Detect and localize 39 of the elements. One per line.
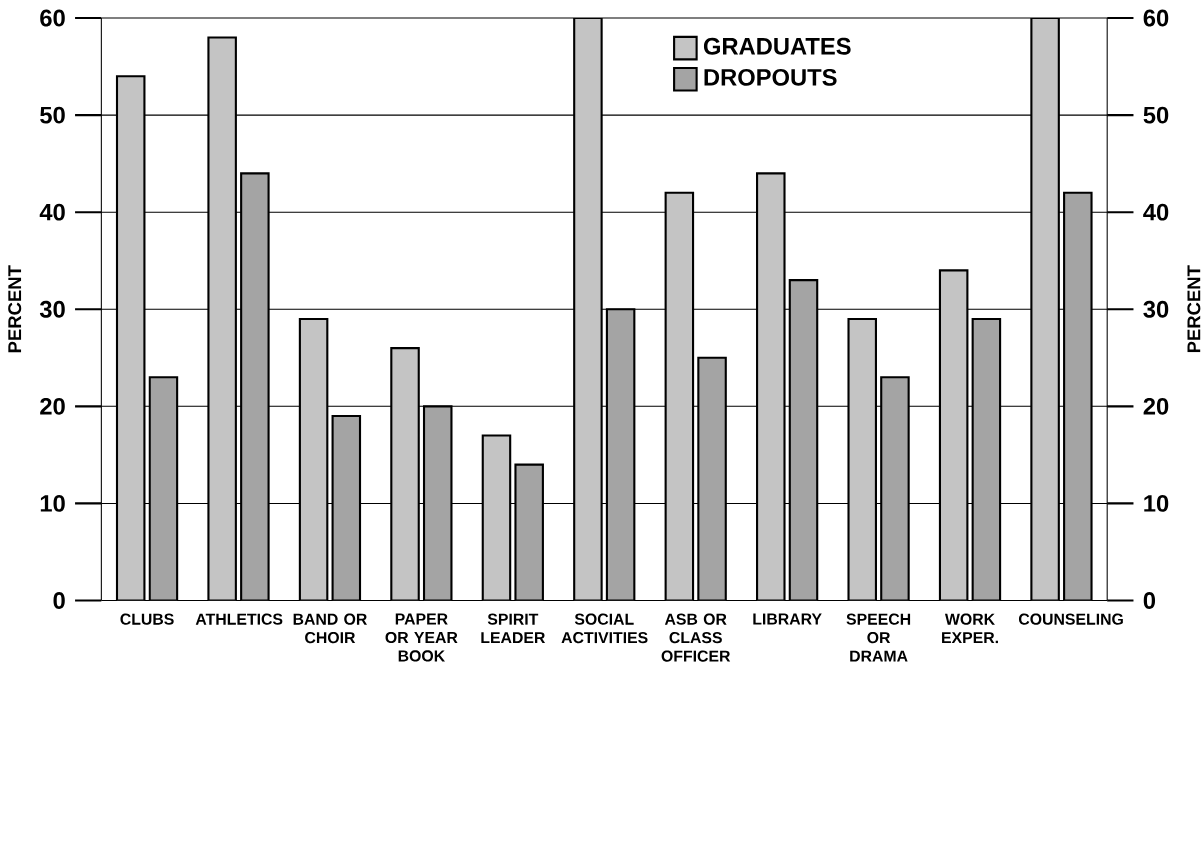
- bar: [115, 75, 146, 601]
- x-tick-label: ATHLETICS: [195, 613, 283, 625]
- legend-label: DROPOUTS: [704, 68, 837, 86]
- y-axis-title: PERCENT: [8, 265, 22, 353]
- y-tick-label: 10: [40, 494, 65, 512]
- bar: [390, 346, 420, 601]
- x-tick-label: ASB OR CLASS OFFICER: [661, 613, 731, 662]
- y-tick-label: 40: [39, 203, 65, 221]
- y2-axis-title: PERCENT: [1187, 265, 1201, 353]
- y-tick-label: 0: [53, 591, 65, 609]
- x-tick-label: PAPER OR YEAR BOOK: [385, 613, 458, 662]
- y-tick-label: 30: [39, 300, 65, 318]
- y2-tick-label: 50: [1143, 106, 1169, 124]
- bar: [664, 191, 695, 601]
- y2-tick-label: 30: [1143, 300, 1169, 318]
- legend-label: GRADUATES: [703, 37, 851, 55]
- y2-tick-label: 20: [1143, 397, 1169, 415]
- bar: [1030, 17, 1060, 601]
- x-tick-label: COUNSELING: [1018, 613, 1123, 625]
- bar: [847, 317, 877, 601]
- x-tick-label: CLUBS: [120, 613, 174, 625]
- bar: [573, 17, 603, 601]
- y2-tick-label: 0: [1143, 591, 1156, 609]
- x-tick-label: SPEECH OR DRAMA: [846, 613, 911, 662]
- y2-tick-label: 10: [1144, 494, 1169, 512]
- x-tick-label: LIBRARY: [753, 613, 822, 625]
- bar: [207, 36, 237, 601]
- y-tick-label: 50: [40, 106, 65, 124]
- x-tick-label: SOCIAL ACTIVITIES: [561, 613, 648, 644]
- bar: [756, 172, 786, 601]
- y-tick-label: 20: [40, 397, 65, 415]
- y2-tick-label: 40: [1143, 203, 1169, 221]
- x-tick-label: BAND OR CHOIR: [293, 613, 367, 644]
- y2-tick-label: 60: [1143, 9, 1169, 27]
- y-tick-label: 60: [40, 9, 65, 27]
- bar: [298, 317, 329, 601]
- x-tick-label: WORK EXPER.: [942, 613, 998, 643]
- bar: [938, 269, 969, 601]
- x-tick-label: SPIRIT LEADER: [481, 613, 546, 643]
